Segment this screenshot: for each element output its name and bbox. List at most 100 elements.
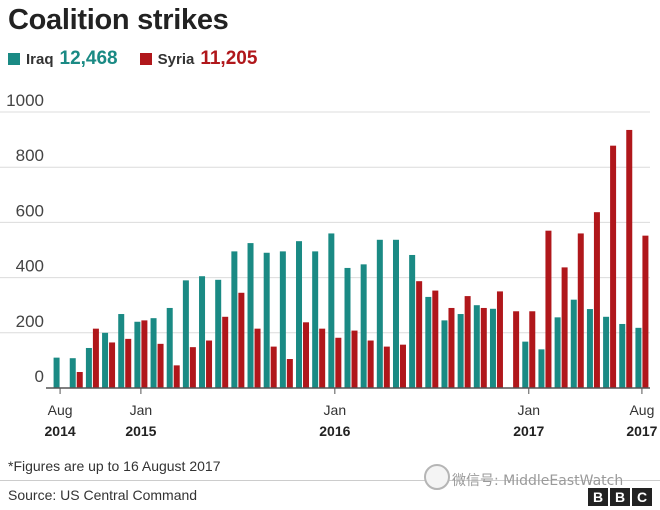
chart-title: Coalition strikes xyxy=(8,4,229,36)
legend-label-syria: Syria xyxy=(157,50,195,68)
bar-iraq xyxy=(312,251,319,388)
bar-syria xyxy=(399,344,406,388)
bar-iraq xyxy=(457,314,464,388)
bar-syria xyxy=(626,129,633,388)
bar-syria xyxy=(141,320,148,388)
bar-syria xyxy=(383,346,390,388)
bbc-logo: B B C xyxy=(586,488,652,506)
bar-syria xyxy=(529,311,536,388)
bar-syria xyxy=(545,230,552,388)
y-tick-label: 800 xyxy=(16,146,44,165)
y-tick-label: 600 xyxy=(16,201,44,220)
bar-iraq xyxy=(69,358,76,388)
bar-syria xyxy=(480,307,487,388)
x-tick-label-year: 2017 xyxy=(626,423,657,439)
watermark: 微信号: MiddleEastWatch xyxy=(452,473,624,489)
chart-legend: Iraq 12,468 Syria 11,205 xyxy=(8,48,279,70)
bar-syria xyxy=(464,296,471,388)
bar-iraq xyxy=(296,241,303,388)
bar-syria xyxy=(173,365,180,388)
bar-syria xyxy=(593,212,600,388)
wechat-logo-icon xyxy=(424,464,450,490)
source-note: Source: US Central Command xyxy=(8,487,198,503)
bar-syria xyxy=(270,346,277,388)
bar-iraq xyxy=(279,251,286,388)
bar-syria xyxy=(335,337,342,388)
bar-iraq xyxy=(328,233,335,388)
bar-syria xyxy=(125,338,132,388)
x-tick-label-month: Jan xyxy=(517,402,540,418)
divider xyxy=(0,480,660,481)
legend-swatch-syria xyxy=(139,53,152,65)
bar-iraq xyxy=(134,321,141,388)
legend-label-iraq: Iraq xyxy=(26,50,54,68)
bar-iraq xyxy=(570,299,577,388)
y-tick-label: 0 xyxy=(35,367,44,386)
bar-iraq xyxy=(199,276,206,388)
bar-iraq xyxy=(344,267,351,388)
legend-swatch-iraq xyxy=(8,53,20,65)
y-tick-label: 400 xyxy=(16,257,44,276)
bar-syria xyxy=(254,328,261,388)
bar-syria xyxy=(157,343,164,388)
x-tick-label-year: 2016 xyxy=(319,423,350,439)
bar-syria xyxy=(513,311,520,388)
bar-syria xyxy=(610,145,617,388)
bar-syria xyxy=(496,291,503,388)
bar-iraq xyxy=(554,317,561,388)
y-tick-label: 200 xyxy=(16,312,44,331)
bar-chart: 0 200 400 600 800 1000 Aug 2014 Jan 2015 Jan 2016 Ja… xyxy=(0,91,658,439)
legend-total-syria: 11,205 xyxy=(200,48,258,69)
bar-iraq xyxy=(102,332,109,388)
bar-iraq xyxy=(603,316,610,388)
bar-iraq xyxy=(409,254,416,388)
bar-iraq xyxy=(150,318,157,388)
bar-iraq xyxy=(376,239,383,388)
bar-iraq xyxy=(522,341,529,388)
bar-syria xyxy=(561,267,568,388)
x-tick-label-year: 2014 xyxy=(45,423,76,439)
bar-iraq xyxy=(635,327,642,388)
bar-syria xyxy=(448,307,455,388)
footnote: *Figures are up to 16 August 2017 xyxy=(8,458,221,474)
bar-iraq xyxy=(85,347,92,388)
bar-syria xyxy=(351,330,358,388)
bar-iraq xyxy=(360,264,367,388)
y-tick-label: 1000 xyxy=(6,91,44,110)
bar-syria xyxy=(432,290,439,388)
bar-syria xyxy=(189,347,196,388)
bar-iraq xyxy=(231,251,238,388)
bar-iraq xyxy=(441,320,448,388)
bar-iraq xyxy=(263,252,270,388)
bbc-logo-letter: C xyxy=(632,488,652,506)
bar-syria xyxy=(286,359,293,388)
bar-iraq xyxy=(392,239,399,388)
x-tick-label-month: Aug xyxy=(48,402,73,418)
bar-iraq xyxy=(166,307,173,388)
bar-iraq xyxy=(425,296,432,388)
bar-iraq xyxy=(215,279,222,388)
bar-syria xyxy=(319,328,326,388)
bar-iraq xyxy=(247,243,254,388)
x-tick-label-year: 2017 xyxy=(513,423,544,439)
bar-iraq xyxy=(489,308,496,388)
bar-syria xyxy=(92,328,99,388)
bar-syria xyxy=(416,281,423,388)
bar-syria xyxy=(303,322,310,388)
bar-iraq xyxy=(53,357,60,388)
x-tick-label-month: Jan xyxy=(130,402,153,418)
bar-syria xyxy=(206,340,213,388)
bar-syria xyxy=(109,342,116,388)
bar-syria xyxy=(642,235,649,388)
bar-iraq xyxy=(619,323,626,388)
bar-iraq xyxy=(473,305,480,388)
bbc-logo-letter: B xyxy=(610,488,630,506)
bbc-logo-letter: B xyxy=(588,488,608,506)
bar-syria xyxy=(577,233,584,388)
x-tick-label-month: Aug xyxy=(629,402,654,418)
bar-iraq xyxy=(538,349,545,388)
legend-total-iraq: 12,468 xyxy=(59,48,118,69)
bar-iraq xyxy=(586,309,593,388)
x-tick-label-month: Jan xyxy=(324,402,347,418)
bar-syria xyxy=(238,292,245,388)
